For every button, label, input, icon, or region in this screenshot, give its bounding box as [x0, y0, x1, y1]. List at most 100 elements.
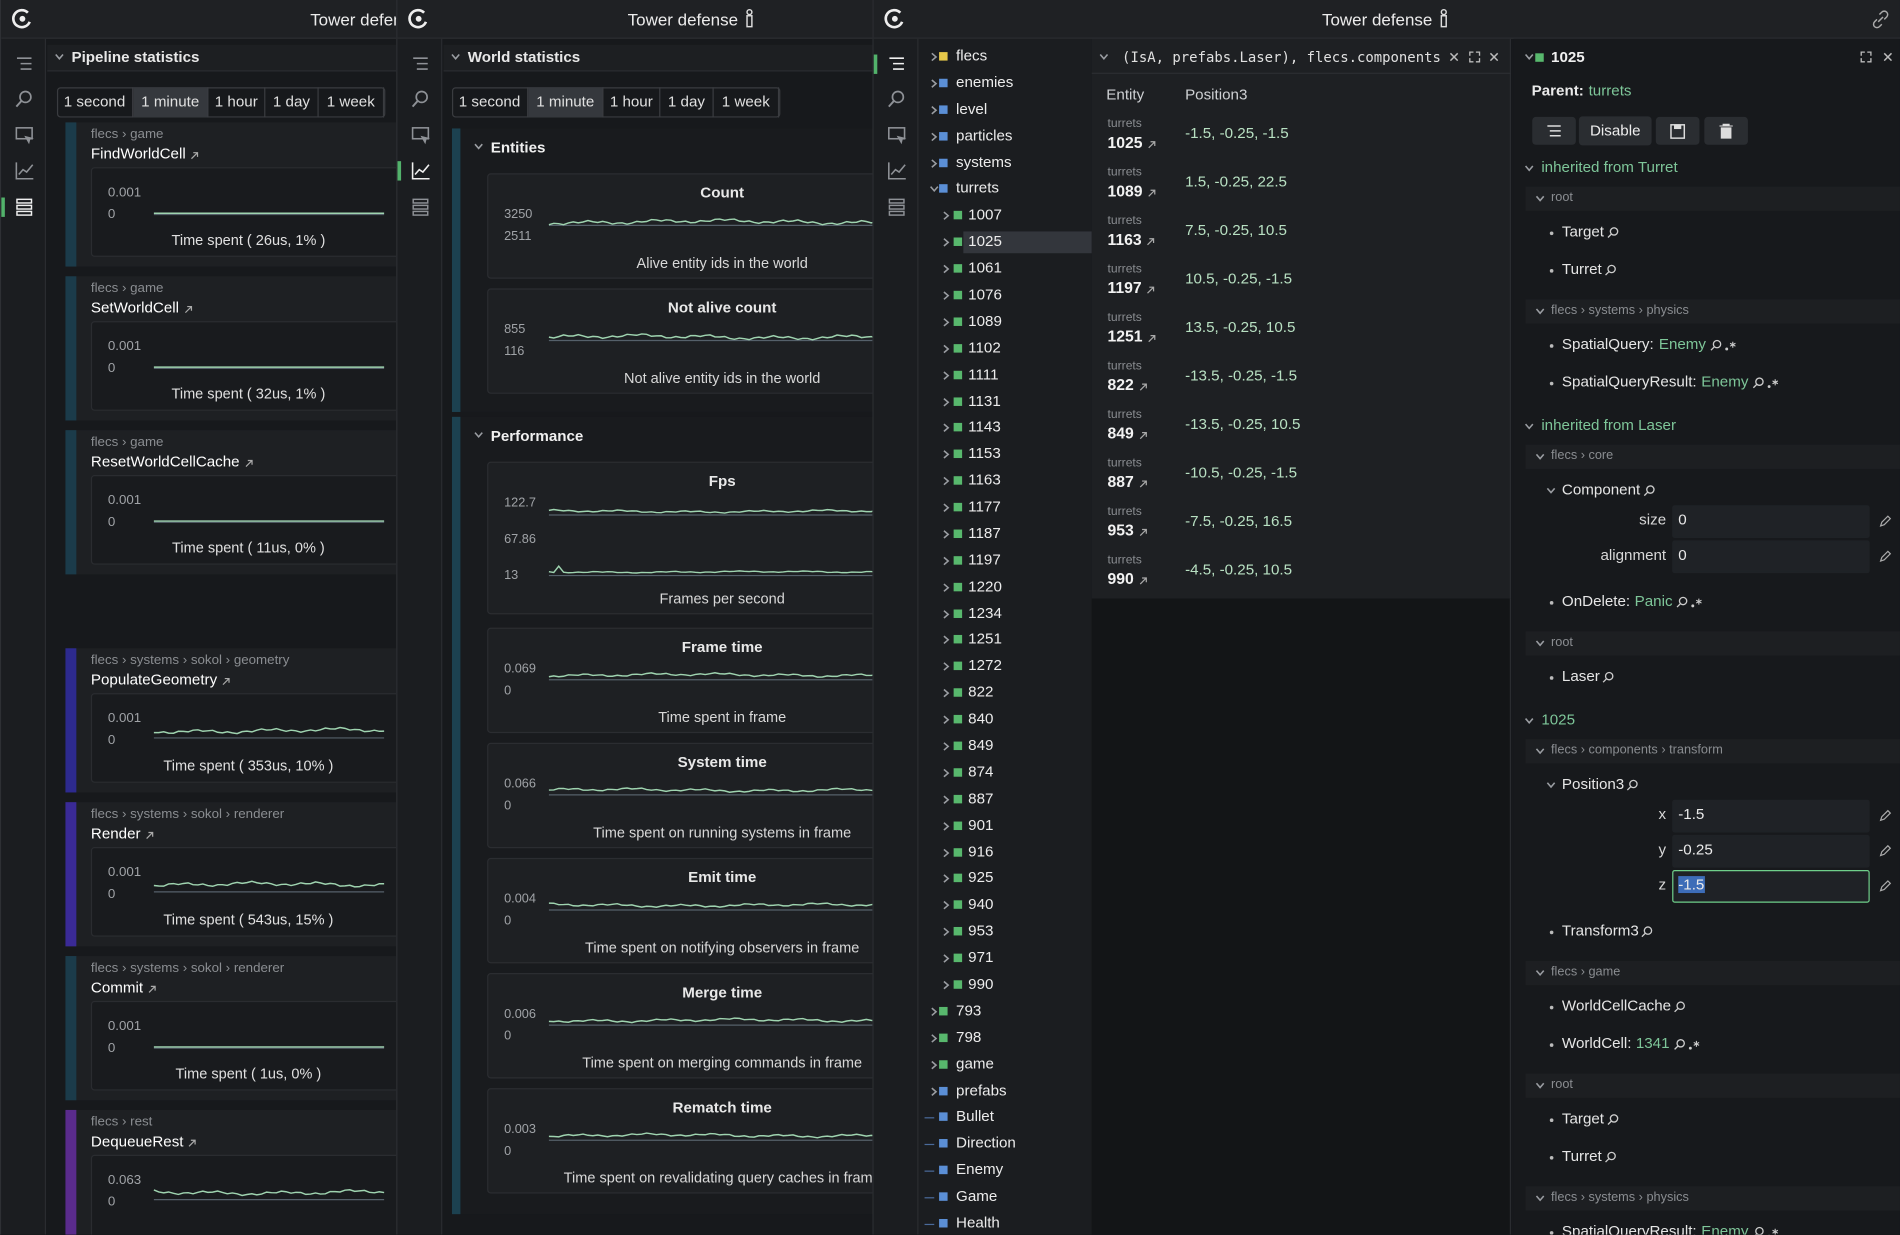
nav-icon[interactable] [15, 161, 34, 180]
nav-icon[interactable] [15, 198, 34, 217]
field-input[interactable] [1672, 505, 1870, 538]
row-entity[interactable]: 1025 [1108, 133, 1143, 151]
chevron[interactable] [942, 927, 952, 937]
component-name[interactable]: Laser [1562, 668, 1600, 685]
field-value[interactable]: 0 [1678, 511, 1686, 528]
link-icon[interactable] [1139, 480, 1147, 488]
tree-label[interactable]: particles [956, 127, 1012, 144]
time-tab[interactable]: 1 week [319, 87, 384, 117]
close-icon[interactable] [1883, 52, 1893, 62]
search-icon[interactable] [1607, 1114, 1619, 1126]
chevron[interactable] [942, 848, 952, 858]
tree-label[interactable]: flecs [956, 47, 987, 64]
tree-label[interactable]: 901 [968, 816, 993, 833]
tree-label[interactable]: 1061 [968, 259, 1002, 276]
flecs-logo[interactable] [408, 8, 429, 29]
system-name[interactable]: DequeueRest [91, 1133, 184, 1150]
chevron[interactable] [942, 556, 952, 566]
link-icon[interactable] [1139, 431, 1147, 439]
edit-icon[interactable] [1879, 515, 1891, 527]
component-name[interactable]: WorldCellCache [1562, 997, 1671, 1014]
link-icon[interactable] [1139, 383, 1147, 391]
tree-label[interactable]: 1163 [968, 472, 1001, 489]
flecs-logo[interactable] [12, 8, 33, 29]
system-name[interactable]: PopulateGeometry [91, 671, 217, 688]
tree-label[interactable]: 793 [956, 1002, 981, 1019]
chevron[interactable] [1535, 307, 1545, 317]
component-name[interactable]: Transform3 [1562, 922, 1639, 939]
chevron[interactable] [942, 370, 952, 380]
row-entity[interactable]: 1197 [1108, 279, 1142, 297]
search-icon[interactable] [1602, 671, 1614, 683]
tree-label[interactable]: enemies [956, 74, 1013, 91]
chevron[interactable] [942, 211, 952, 221]
tree-label[interactable]: 1220 [968, 578, 1002, 595]
field-value[interactable]: -0.25 [1678, 841, 1713, 858]
tree-label[interactable]: 840 [968, 710, 993, 727]
chevron[interactable] [1535, 639, 1545, 649]
tree-label[interactable]: 1143 [968, 419, 1001, 436]
chevron[interactable] [1524, 52, 1534, 62]
chevron[interactable] [942, 636, 952, 646]
link-icon[interactable] [1148, 189, 1156, 197]
chevron[interactable] [929, 132, 939, 142]
tree-label[interactable]: 1234 [968, 604, 1002, 621]
tree-label[interactable]: 1007 [968, 206, 1002, 223]
parent-link[interactable]: turrets [1589, 82, 1632, 99]
edit-icon[interactable] [1879, 880, 1891, 892]
edit-icon[interactable] [1879, 845, 1891, 857]
chevron[interactable] [1535, 194, 1545, 204]
nav-icon[interactable] [411, 126, 430, 145]
link-icon[interactable] [188, 1139, 196, 1147]
nav-icon[interactable] [887, 126, 906, 145]
tree-label[interactable]: 940 [968, 896, 993, 913]
time-tab[interactable]: 1 minute [133, 87, 208, 117]
row-entity[interactable]: 953 [1108, 521, 1134, 539]
field-value[interactable]: -1.5 [1678, 806, 1704, 823]
tree-label[interactable]: 887 [968, 790, 993, 807]
edit-icon[interactable] [1879, 550, 1891, 562]
chevron[interactable] [942, 264, 952, 274]
link-icon[interactable] [148, 985, 156, 993]
nav-icon[interactable] [411, 161, 430, 180]
delete-button[interactable] [1704, 116, 1749, 145]
tree-label[interactable]: 925 [968, 869, 993, 886]
chevron[interactable] [1524, 422, 1534, 432]
tree-label[interactable]: 1025 [968, 233, 1002, 250]
tree-label[interactable]: 971 [968, 949, 993, 966]
link-icon[interactable] [1146, 237, 1154, 245]
search-icon[interactable] [1673, 1001, 1685, 1013]
chevron[interactable] [474, 430, 484, 440]
link-icon[interactable] [190, 151, 198, 159]
tree-label[interactable]: 1111 [968, 365, 998, 382]
search-icon[interactable] [1676, 596, 1688, 608]
link-icon[interactable] [145, 831, 153, 839]
row-entity[interactable]: 849 [1108, 424, 1134, 442]
nav-icon[interactable] [15, 55, 34, 74]
tree-label[interactable]: Enemy [956, 1161, 1003, 1178]
row-entity[interactable]: 1163 [1108, 230, 1142, 248]
chevron[interactable] [929, 158, 939, 168]
chevron[interactable] [451, 52, 461, 62]
search-icon[interactable] [1641, 926, 1653, 938]
time-tab[interactable]: 1 hour [603, 87, 660, 117]
search-icon[interactable] [1626, 779, 1638, 791]
chevron[interactable] [942, 423, 952, 433]
section-title[interactable]: 1025 [1541, 711, 1575, 728]
search-icon[interactable] [1604, 1151, 1616, 1163]
tree-label[interactable]: 916 [968, 843, 993, 860]
nav-icon[interactable] [887, 90, 906, 109]
chevron[interactable] [942, 450, 952, 460]
tree-label[interactable]: 849 [968, 737, 993, 754]
chevron[interactable] [929, 52, 939, 62]
tree-label[interactable]: 798 [956, 1028, 981, 1045]
nav-icon[interactable] [887, 55, 906, 74]
chevron[interactable] [1535, 746, 1545, 756]
nav-icon[interactable] [887, 161, 906, 180]
nav-icon[interactable] [411, 90, 430, 109]
query-expression[interactable]: (IsA, prefabs.Laser), flecs.components [1122, 48, 1441, 65]
chevron[interactable] [929, 1033, 939, 1043]
chevron[interactable] [1524, 164, 1534, 174]
tree-label[interactable]: 1102 [968, 339, 1001, 356]
field-input[interactable] [1672, 540, 1870, 573]
